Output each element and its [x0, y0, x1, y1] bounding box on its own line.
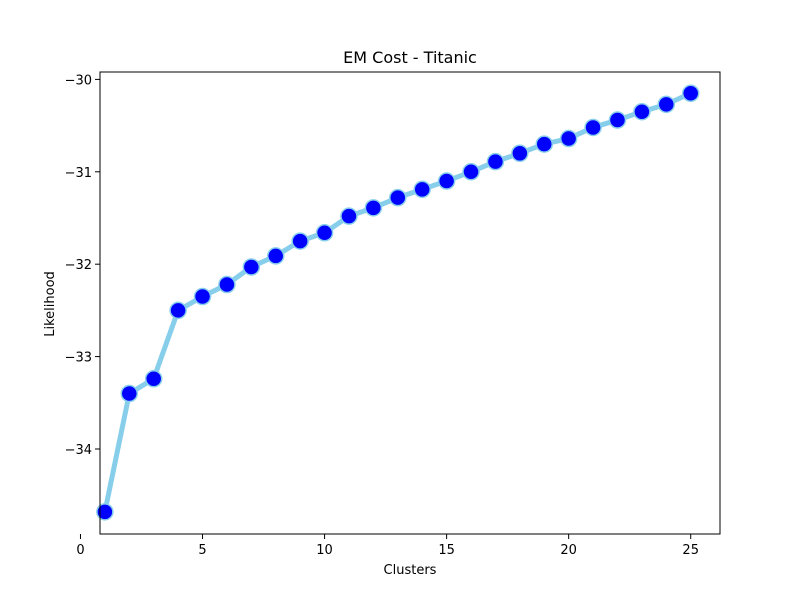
x-axis: 0 5 10 15 20 25 [76, 534, 699, 558]
data-point [120, 384, 139, 403]
data-point [96, 503, 114, 521]
x-tick-label: 5 [198, 543, 206, 558]
data-point [511, 144, 529, 163]
series-layer [96, 84, 700, 521]
plot-frame [99, 71, 721, 535]
y-tick-label: −33 [65, 351, 92, 366]
x-tick-label: 25 [682, 543, 699, 558]
x-tick-label: 20 [560, 543, 577, 558]
y-axis: −34 −33 −32 −31 −30 [65, 73, 100, 458]
data-point [413, 180, 431, 199]
data-point [291, 232, 309, 250]
x-tick-label: 0 [76, 543, 84, 558]
y-tick-label: −32 [65, 258, 92, 273]
data-point [559, 129, 578, 148]
data-point [218, 275, 236, 294]
data-point [340, 207, 358, 225]
data-point [681, 84, 700, 103]
y-tick-label: −30 [65, 73, 92, 88]
series-line [102, 90, 694, 515]
data-point [169, 301, 187, 320]
y-axis-label: Likelihood [43, 271, 58, 337]
y-tick-label: −31 [65, 166, 92, 181]
x-tick-label: 15 [438, 543, 455, 558]
x-tick-label: 10 [316, 543, 333, 558]
data-point [315, 224, 334, 242]
data-point [266, 247, 285, 265]
y-tick-label: −34 [65, 443, 92, 458]
data-point [389, 188, 407, 207]
data-point [364, 199, 383, 217]
chart-title: EM Cost - Titanic [343, 48, 477, 67]
data-point [242, 258, 261, 276]
data-point [608, 111, 627, 129]
data-point [584, 118, 602, 137]
data-point [486, 152, 505, 171]
data-point [535, 135, 554, 153]
data-point [462, 163, 480, 181]
data-point [657, 95, 676, 114]
data-point [633, 102, 651, 121]
plot-area [96, 71, 721, 535]
data-point [144, 370, 163, 388]
data-point [193, 287, 212, 306]
data-point [437, 172, 456, 190]
x-axis-label: Clusters [384, 563, 437, 578]
